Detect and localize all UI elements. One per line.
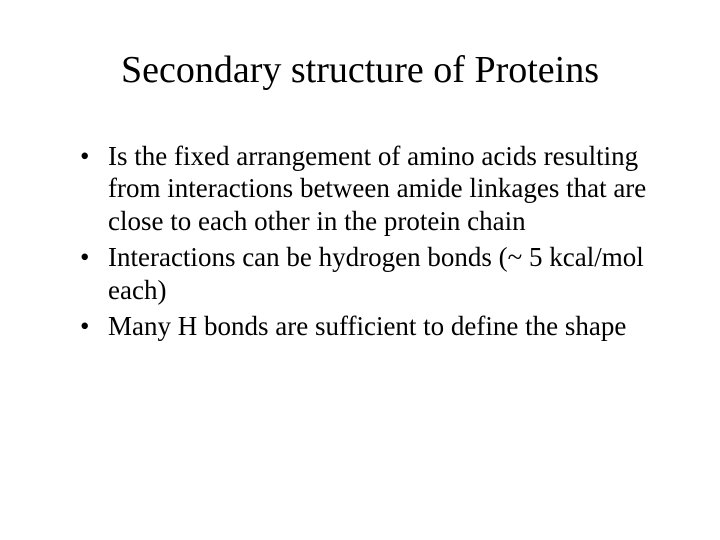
bullet-list: Is the fixed arrangement of amino acids …: [60, 140, 660, 342]
bullet-item: Is the fixed arrangement of amino acids …: [80, 140, 660, 237]
bullet-item: Interactions can be hydrogen bonds (~ 5 …: [80, 241, 660, 306]
bullet-item: Many H bonds are sufficient to define th…: [80, 310, 660, 342]
slide-title: Secondary structure of Proteins: [60, 48, 660, 92]
